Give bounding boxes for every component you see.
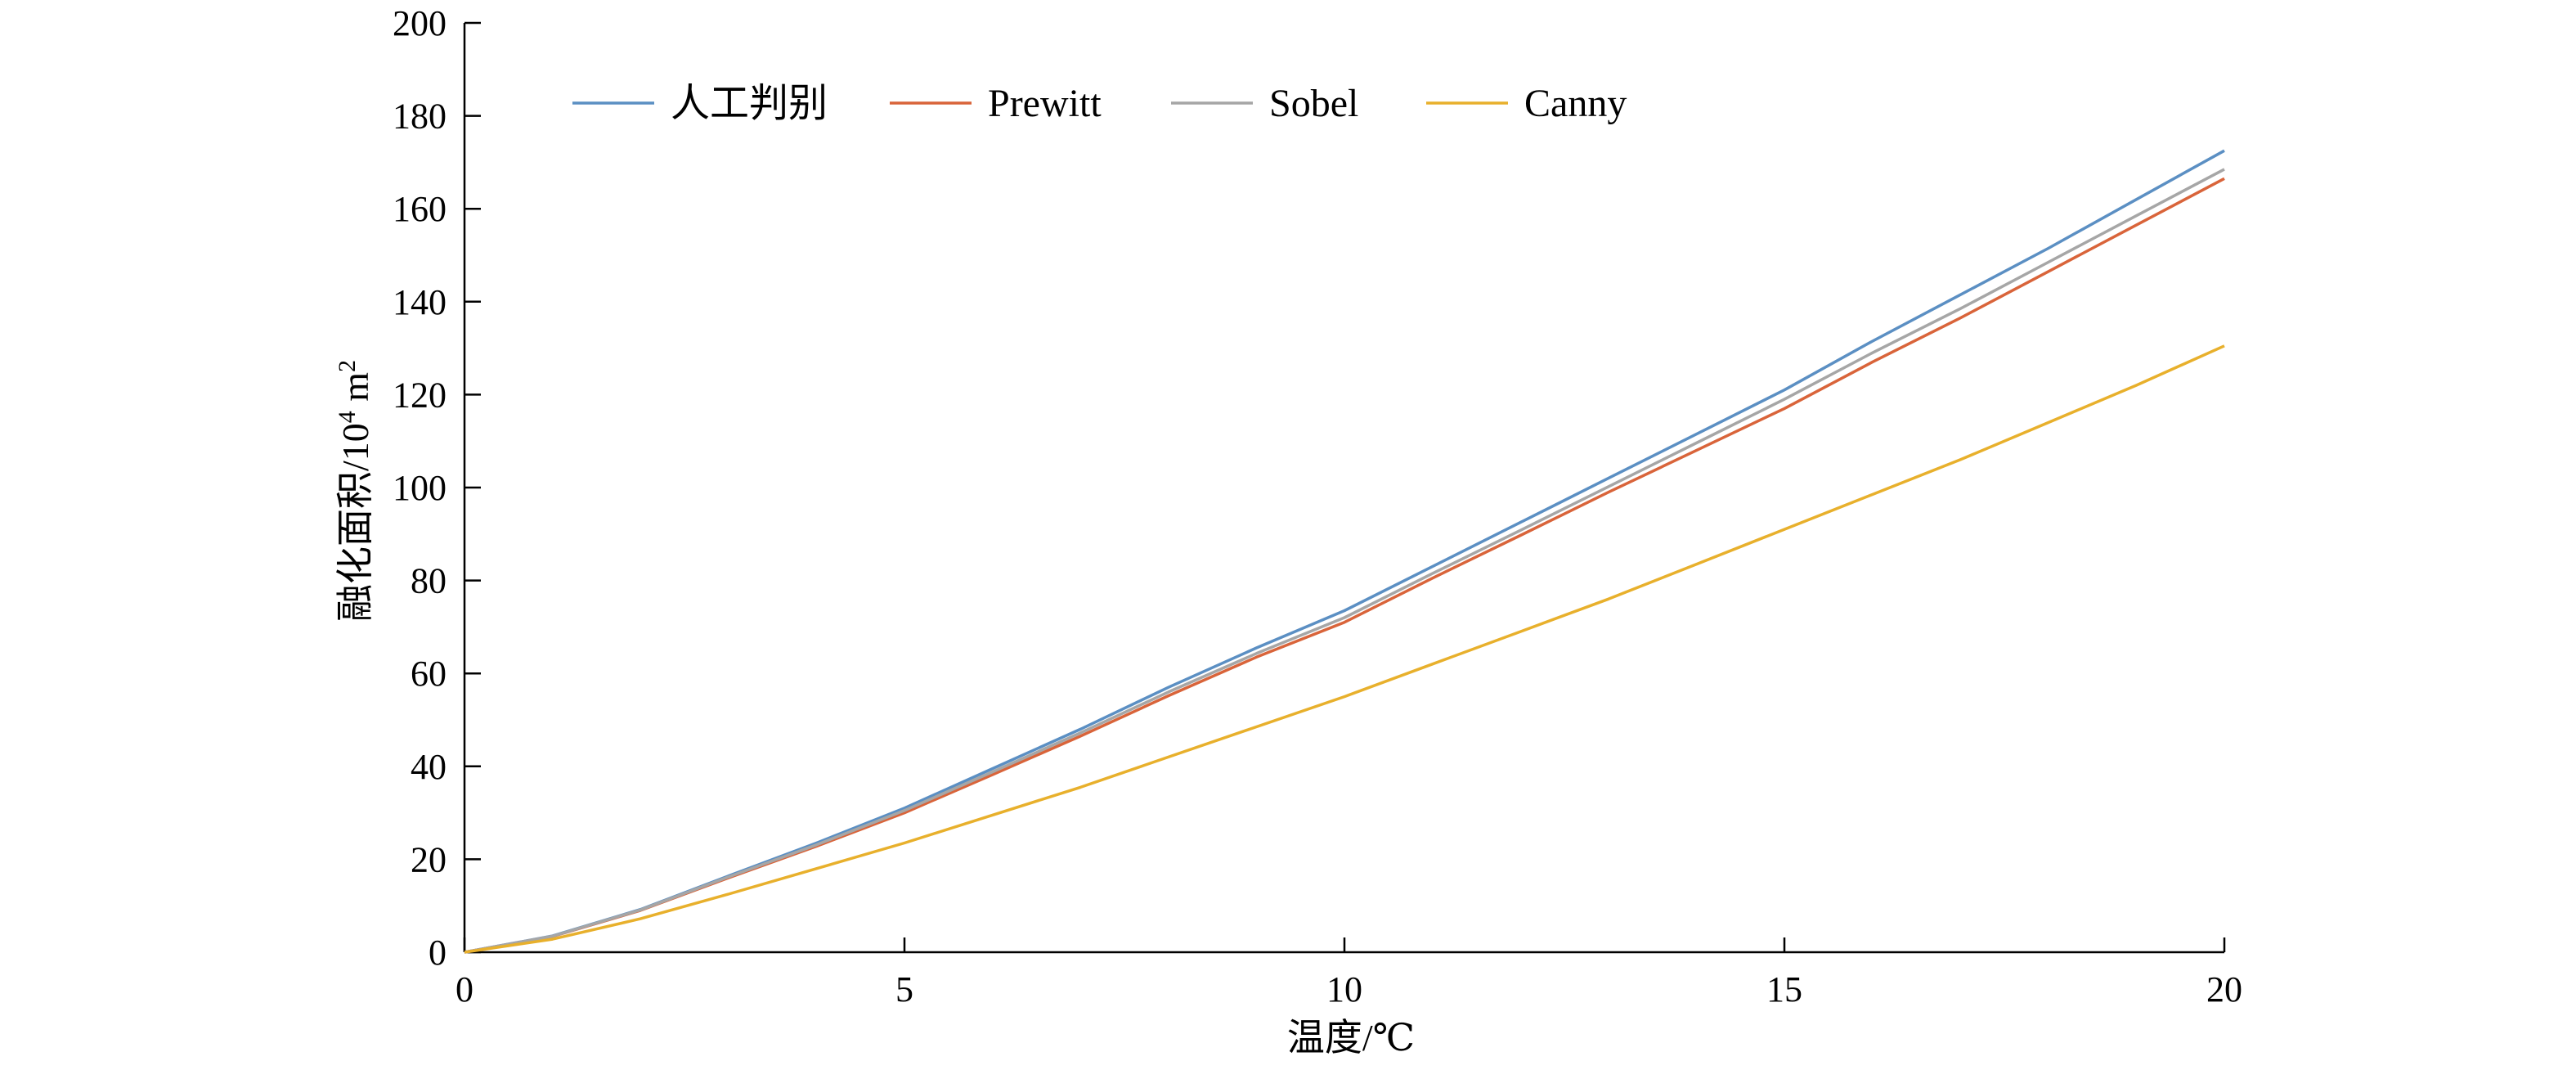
y-tick-label: 60	[411, 654, 447, 694]
x-tick-label: 5	[895, 969, 913, 1009]
y-axis-title-exponent-1: 4	[334, 411, 361, 423]
series-line-3	[464, 344, 2225, 954]
y-tick-label: 20	[411, 839, 447, 879]
y-ticks: 0 20 40 60 80 100 120 140 160 180 200	[393, 3, 481, 973]
y-tick-label: 160	[393, 189, 447, 229]
x-ticks: 0 5 10 15 20	[456, 937, 2242, 1009]
y-tick-label: 100	[393, 468, 447, 508]
x-axis-title: 温度/℃	[1287, 1017, 1415, 1059]
x-tick-label: 10	[1326, 969, 1362, 1009]
y-tick-label: 40	[411, 747, 447, 787]
y-tick-label: 140	[393, 282, 447, 322]
legend: 人工判别 Prewitt Sobel Canny	[572, 82, 1627, 125]
y-tick-label: 0	[429, 933, 447, 973]
y-axis-title-exponent-2: 2	[334, 360, 361, 372]
series-line-0	[464, 149, 2225, 954]
y-tick-label: 120	[393, 375, 447, 415]
legend-label: Canny	[1524, 82, 1627, 125]
y-tick-label: 200	[393, 3, 447, 43]
y-axis-title: 融化面积/104 m2	[334, 360, 376, 622]
legend-label: Prewitt	[988, 82, 1102, 125]
axes	[463, 23, 2224, 954]
series-line-2	[464, 168, 2225, 954]
x-tick-label: 20	[2206, 969, 2242, 1009]
y-axis-title-unit: m	[334, 372, 376, 411]
legend-label: 人工判别	[671, 82, 828, 125]
y-tick-label: 180	[393, 97, 447, 137]
series-lines	[464, 149, 2225, 954]
x-tick-label: 15	[1766, 969, 1802, 1009]
y-tick-label: 80	[411, 561, 447, 601]
y-axis-title-prefix: 融化面积/10	[334, 423, 376, 622]
x-tick-label: 0	[456, 969, 473, 1009]
legend-label: Sobel	[1269, 82, 1358, 125]
